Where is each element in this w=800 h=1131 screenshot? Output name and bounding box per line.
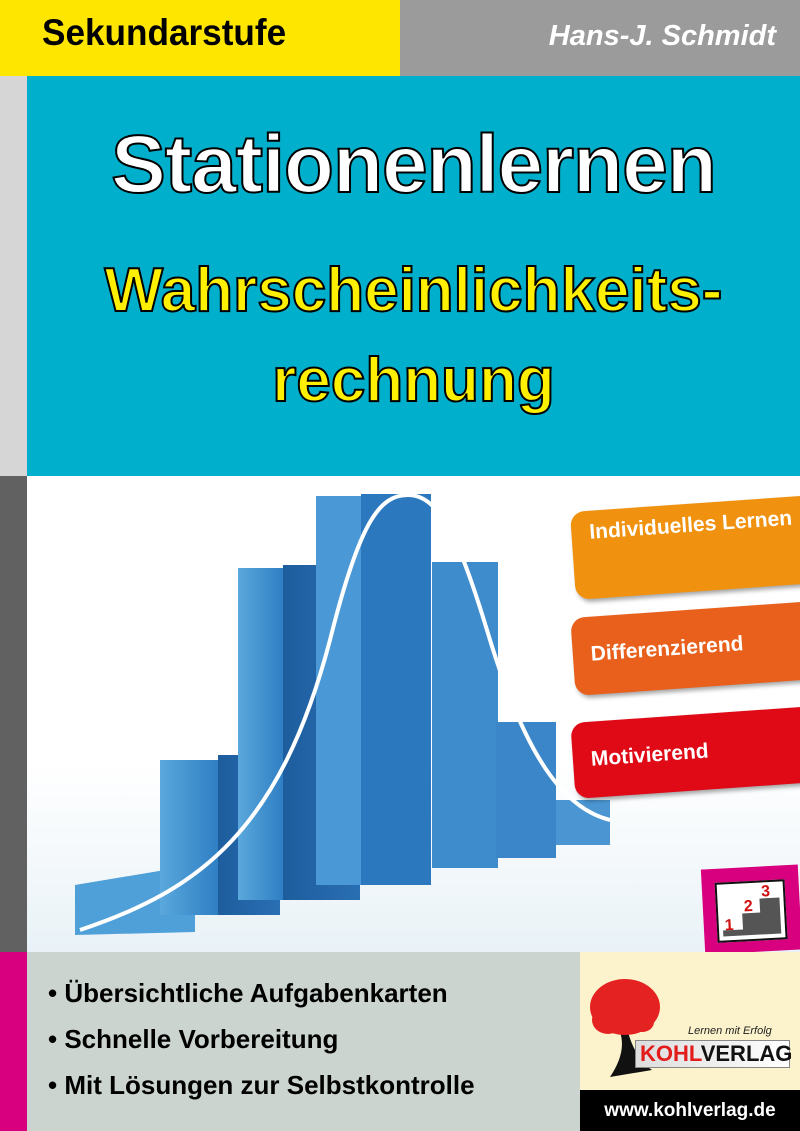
level-1: 1 [724,917,734,934]
features-panel [27,952,580,1131]
publisher-url[interactable]: www.kohlverlag.de [580,1090,800,1131]
level-3: 3 [761,883,771,900]
author-banner [400,0,800,76]
tree-logo-icon [590,979,660,1077]
badge-individual-learning: Individuelles Lernen [569,495,800,600]
feature-item: • Mit Lösungen zur Selbstkontrolle [48,1070,475,1100]
publisher-slogan: Lernen mit Erfolg [688,1025,772,1037]
bell-curve [79,492,611,932]
book-subtitle-line2: rechnung [271,345,555,416]
series-banner [0,0,400,76]
levels-icon: 1 2 3 [700,864,800,955]
side-strip-light [0,76,27,476]
publisher-logo [580,952,800,1090]
bar-4 [316,494,431,885]
book-subtitle-line1: Wahrscheinlichkeits- [104,255,724,326]
level-2: 2 [743,898,753,915]
publisher-name-kohl: KOHL [640,1041,701,1066]
feature-item: • Schnelle Vorbereitung [48,1024,339,1054]
publisher-name: KOHLVERLAG [635,1040,793,1068]
badge-motivating: Motivierend [570,706,800,799]
book-title: Stationenlernen [110,118,718,211]
feature-item: • Übersichtliche Aufgabenkarten [48,978,448,1008]
publisher-name-verlag: VERLAG [700,1041,793,1066]
stairs-icon: 1 2 3 [723,883,782,937]
badge-differentiating: Differenzierend [570,601,800,696]
bar-6 [496,722,556,858]
author-name: Hans-J. Schmidt [548,20,776,52]
side-strip-magenta [0,952,27,1131]
series-label: Sekundarstufe [42,12,287,53]
bar-5 [432,562,498,868]
title-band [27,76,800,476]
side-strip-dark [0,476,27,952]
histogram-graphic [75,492,611,935]
